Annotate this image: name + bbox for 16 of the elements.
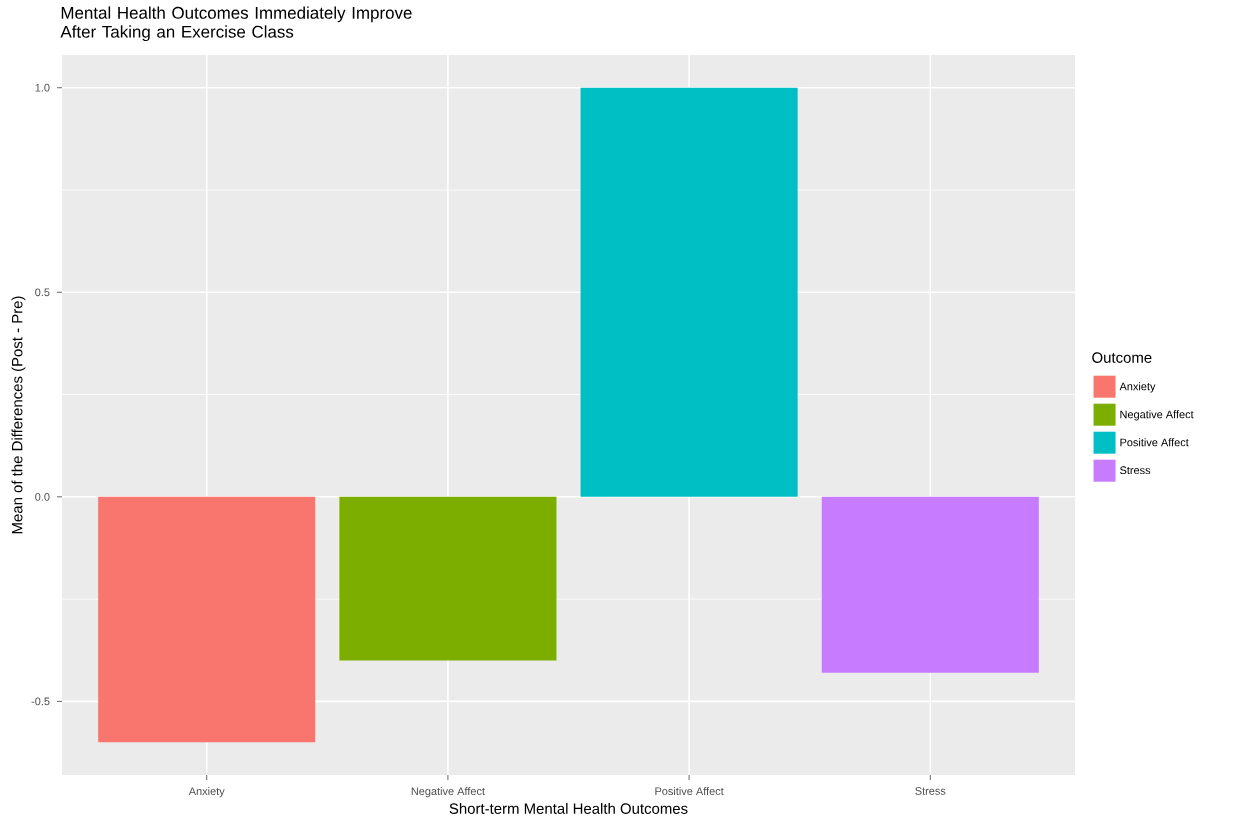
y-tick-label: 0.5: [35, 288, 50, 297]
legend-label: Negative Affect: [1120, 410, 1194, 421]
legend-title: Outcome: [1092, 352, 1152, 363]
y-tick-label: -0.5: [31, 697, 50, 706]
x-axis-title: Short-term Mental Health Outcomes: [449, 802, 688, 814]
x-tick-label: Anxiety: [188, 787, 225, 798]
legend-label: Anxiety: [1119, 382, 1156, 393]
legend-label: Positive Affect: [1120, 438, 1189, 447]
y-tick-label: 0.0: [35, 492, 50, 501]
y-tick-label: 1.0: [35, 83, 50, 92]
y-axis-title: Mean of the Differences (Post - Pre): [11, 296, 26, 534]
x-tick-label: Positive Affect: [655, 787, 724, 796]
legend-label: Stress: [1120, 466, 1151, 475]
x-tick-label: Stress: [915, 787, 946, 795]
x-tick-label: Negative Affect: [411, 787, 485, 798]
chart-title: Mental Health Outcomes Immediately Improve After Taking an Exercise Class: [60, 6, 412, 42]
